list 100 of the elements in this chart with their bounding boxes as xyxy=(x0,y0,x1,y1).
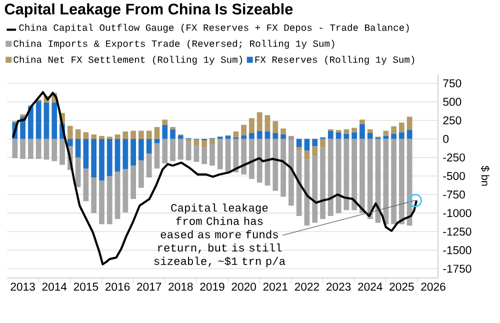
bar xyxy=(178,138,184,160)
bar xyxy=(352,128,358,132)
bar xyxy=(138,130,144,139)
bar xyxy=(241,138,246,174)
y-tick-label: -250 xyxy=(443,153,465,162)
bar xyxy=(154,138,160,144)
bar xyxy=(138,138,144,160)
bar xyxy=(344,134,350,139)
bar xyxy=(28,106,34,139)
bar xyxy=(288,138,294,206)
bar xyxy=(249,118,254,133)
bar xyxy=(241,124,246,136)
bar xyxy=(202,147,208,164)
y-tick-label: -750 xyxy=(443,190,465,199)
bar xyxy=(154,143,160,169)
bar xyxy=(36,138,42,159)
bar xyxy=(138,160,144,188)
bar xyxy=(210,138,215,144)
bar xyxy=(91,134,97,139)
bar xyxy=(320,148,326,220)
y-tick-label: -1750 xyxy=(443,264,472,273)
x-tick-label: 2021 xyxy=(263,282,288,291)
x-tick-label: 2019 xyxy=(200,282,224,291)
bar xyxy=(91,177,97,214)
y-tick-label: -1500 xyxy=(443,246,472,254)
bar xyxy=(91,138,97,178)
bar xyxy=(20,114,26,117)
bar xyxy=(406,116,412,130)
bar xyxy=(83,132,89,139)
bar xyxy=(241,135,246,139)
bar xyxy=(406,130,412,139)
bar xyxy=(114,134,120,139)
bar xyxy=(146,138,152,154)
bar xyxy=(352,132,358,139)
legend-label: China Capital Outflow Gauge (FX Reserves + FX Depos - Trade Balance) xyxy=(19,24,409,33)
bar xyxy=(336,132,342,139)
bar xyxy=(186,138,192,142)
bar xyxy=(75,129,81,139)
x-tick-label: 2018 xyxy=(168,282,193,291)
bar xyxy=(170,129,176,139)
x-tick-label: 2026 xyxy=(421,282,446,291)
bar xyxy=(312,146,318,156)
annotation: Capital leakage from China has eased as more funds return, but is still sizeable, ~$1 trn p/a xyxy=(154,203,286,268)
bar xyxy=(75,138,81,158)
bar xyxy=(304,150,310,159)
bar xyxy=(272,138,278,191)
bar xyxy=(52,102,58,139)
bar xyxy=(170,138,176,162)
x-tick-label: 2025 xyxy=(390,282,414,291)
bar xyxy=(312,156,318,223)
bar xyxy=(344,138,350,210)
bar xyxy=(28,138,34,159)
bar xyxy=(296,147,302,151)
bar xyxy=(210,144,215,166)
x-tick-label: 2015 xyxy=(74,282,98,291)
bar xyxy=(217,140,223,170)
bar xyxy=(249,132,254,139)
bar xyxy=(391,134,396,139)
bar xyxy=(399,122,404,132)
bar xyxy=(272,121,278,133)
bar xyxy=(178,135,184,139)
bar xyxy=(367,129,373,133)
bar xyxy=(114,138,120,172)
bar xyxy=(272,132,278,139)
bar xyxy=(83,168,89,202)
bar xyxy=(383,130,389,136)
bar xyxy=(233,131,239,138)
bar xyxy=(186,142,192,160)
bar xyxy=(312,138,318,146)
y-tick-label: -500 xyxy=(443,172,465,180)
y-tick-label: -1250 xyxy=(443,228,472,236)
bar xyxy=(296,150,302,216)
x-tick-label: 2020 xyxy=(232,282,256,291)
bar xyxy=(20,138,26,159)
bar xyxy=(328,138,334,216)
bar xyxy=(122,169,128,212)
bar xyxy=(114,172,120,220)
bar xyxy=(320,138,326,148)
legend-label: FX Reserves (Rolling 1y Sum) xyxy=(255,56,414,65)
bar xyxy=(130,138,136,166)
y-axis-title: $ bn xyxy=(480,166,490,186)
x-tick-label: 2016 xyxy=(105,282,130,291)
bar xyxy=(406,138,412,226)
bar xyxy=(399,132,404,139)
bar xyxy=(264,115,270,132)
bar xyxy=(52,138,58,162)
bar xyxy=(162,124,168,139)
legend-label: China Net FX Settlement (Rolling 1y Sum) xyxy=(14,56,242,65)
bar xyxy=(122,138,128,170)
y-tick-label: 0 xyxy=(443,134,449,143)
bar xyxy=(304,138,310,151)
bar xyxy=(367,138,373,220)
bar xyxy=(75,157,81,188)
bar xyxy=(391,126,396,134)
bar xyxy=(83,138,89,169)
bar xyxy=(280,134,286,139)
bar xyxy=(202,140,208,148)
bar xyxy=(328,130,334,139)
bar xyxy=(344,129,350,134)
bar xyxy=(162,120,168,125)
